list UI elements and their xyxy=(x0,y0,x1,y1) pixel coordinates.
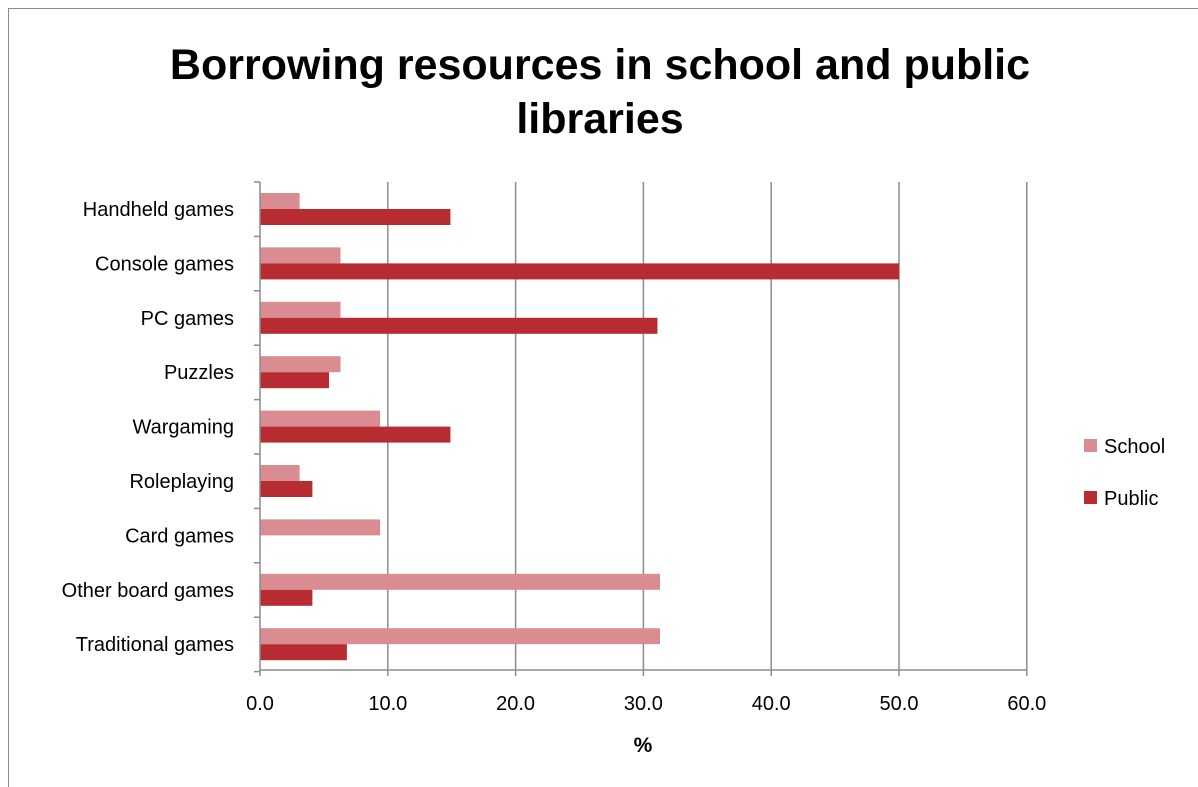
bar-public xyxy=(260,589,313,606)
bar-public xyxy=(260,426,451,443)
bar-school xyxy=(260,301,341,318)
chart-title: Borrowing resources in school and public… xyxy=(169,41,1031,143)
x-tick-label: 50.0 xyxy=(880,693,919,715)
axes xyxy=(254,181,1028,676)
bar-public xyxy=(260,209,451,225)
legend-swatch-school xyxy=(1084,439,1097,452)
x-tick-label: 30.0 xyxy=(624,693,663,715)
chart-frame xyxy=(8,8,1198,787)
x-tick-label: 0.0 xyxy=(246,693,274,715)
x-tick-label: 40.0 xyxy=(752,693,791,715)
category-label: Console games xyxy=(95,253,234,275)
bar-public xyxy=(260,372,330,389)
x-tick-label: 60.0 xyxy=(1007,693,1046,715)
legend-label-public: Public xyxy=(1104,488,1158,510)
bar-public xyxy=(260,263,899,280)
bars xyxy=(260,193,899,661)
bar-school xyxy=(260,193,300,209)
gridlines xyxy=(387,182,1028,670)
x-tick-labels: 0.0 10.0 20.0 30.0 40.0 50.0 60.0 xyxy=(246,693,1046,715)
bar-school xyxy=(260,356,341,373)
category-label: Roleplaying xyxy=(129,471,234,493)
bar-public xyxy=(260,481,313,497)
bar-school xyxy=(260,410,381,427)
category-label: Wargaming xyxy=(132,417,234,439)
category-label: Handheld games xyxy=(83,199,234,221)
legend-label-school: School xyxy=(1104,436,1165,458)
x-tick-label: 20.0 xyxy=(496,693,535,715)
bar-school xyxy=(260,628,661,645)
x-tick-label: 10.0 xyxy=(368,693,407,715)
legend: School Public xyxy=(1084,436,1165,510)
x-axis-title: % xyxy=(634,734,653,757)
bar-school xyxy=(260,465,300,481)
bar-school xyxy=(260,573,661,590)
bar-school xyxy=(260,519,381,536)
legend-swatch-public xyxy=(1084,491,1097,504)
category-label: Other board games xyxy=(62,580,234,602)
bar-public xyxy=(260,644,347,661)
bar-school xyxy=(260,247,341,264)
bar-public xyxy=(260,317,658,334)
category-label: Card games xyxy=(125,525,234,547)
category-labels: Handheld games Console games PC games Puzzl… xyxy=(62,199,234,656)
category-label: Traditional games xyxy=(76,634,234,656)
category-label: Puzzles xyxy=(164,362,234,384)
category-label: PC games xyxy=(141,308,234,330)
